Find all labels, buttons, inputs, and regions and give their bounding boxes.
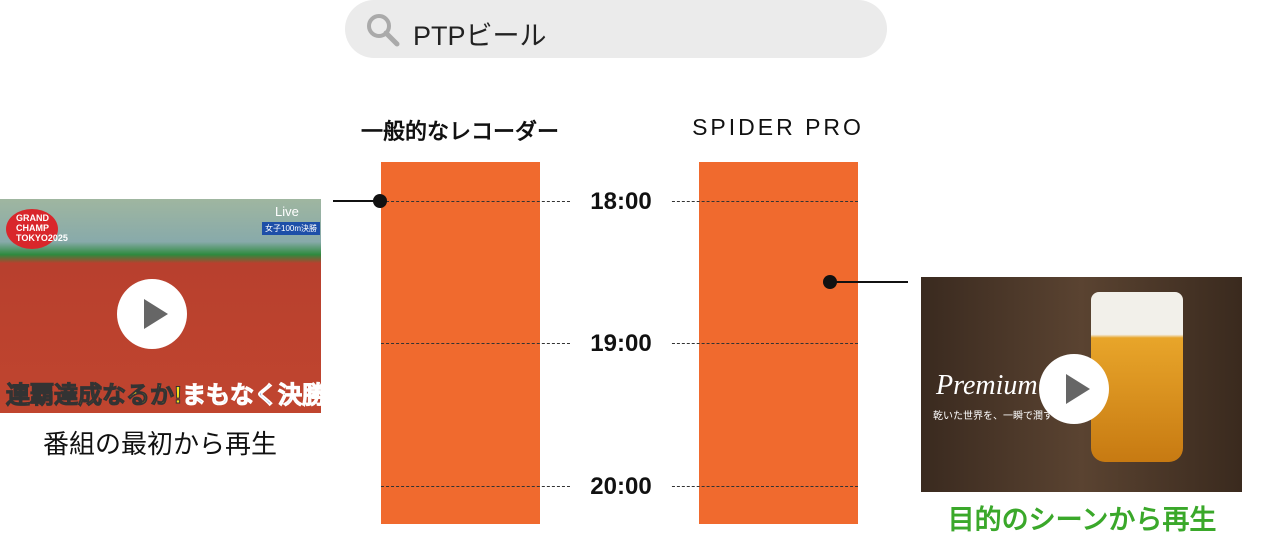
gridline-18 — [667, 201, 858, 202]
headline-yellow: 連覇達成なるか! — [6, 382, 183, 410]
sports-video-thumbnail[interactable]: GRAND CHAMP TOKYO2025 Live 女子100m決勝 連覇達成… — [0, 199, 321, 413]
right-caption: 目的のシーンから再生 — [947, 505, 1217, 535]
play-button[interactable] — [117, 279, 187, 349]
time-label: 20:00 — [571, 473, 671, 501]
search-query[interactable]: PTPビール — [413, 21, 547, 51]
connector-line — [333, 200, 381, 202]
gridline-19 — [667, 343, 858, 344]
gridline-19 — [381, 343, 575, 344]
ad-subtitle: 乾いた世界を、一瞬で潤す — [933, 411, 1053, 422]
brand-logo — [6, 209, 58, 249]
gridline-20 — [667, 486, 858, 487]
spider-pro-title: SPIDER PRO — [692, 114, 864, 140]
start-marker — [373, 194, 387, 208]
beer-ad-thumbnail[interactable]: Premium Beer 乾いた世界を、一瞬で潤す — [921, 277, 1242, 492]
search-bar[interactable]: PTPビール — [345, 0, 887, 58]
scene-marker — [823, 275, 837, 289]
headline-blue: まもなく決勝 — [182, 382, 322, 410]
event-badge: 女子100m決勝 — [262, 222, 321, 235]
search-icon — [367, 14, 400, 47]
brand-text: GRAND CHAMP TOKYO2025 — [16, 213, 68, 243]
left-caption: 番組の最初から再生 — [42, 429, 277, 459]
play-button[interactable] — [1039, 354, 1109, 424]
gridline-18 — [381, 201, 575, 202]
gridline-20 — [381, 486, 575, 487]
live-label: Live — [275, 204, 299, 219]
time-label: 19:00 — [571, 330, 671, 358]
time-label: 18:00 — [571, 188, 671, 216]
generic-recorder-title: 一般的なレコーダー — [360, 119, 559, 144]
connector-line — [830, 281, 908, 283]
